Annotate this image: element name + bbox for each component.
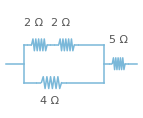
- Text: 2 Ω: 2 Ω: [51, 18, 70, 28]
- Text: 5 Ω: 5 Ω: [109, 35, 128, 45]
- Text: 4 Ω: 4 Ω: [40, 96, 59, 106]
- Text: 2 Ω: 2 Ω: [24, 18, 43, 28]
